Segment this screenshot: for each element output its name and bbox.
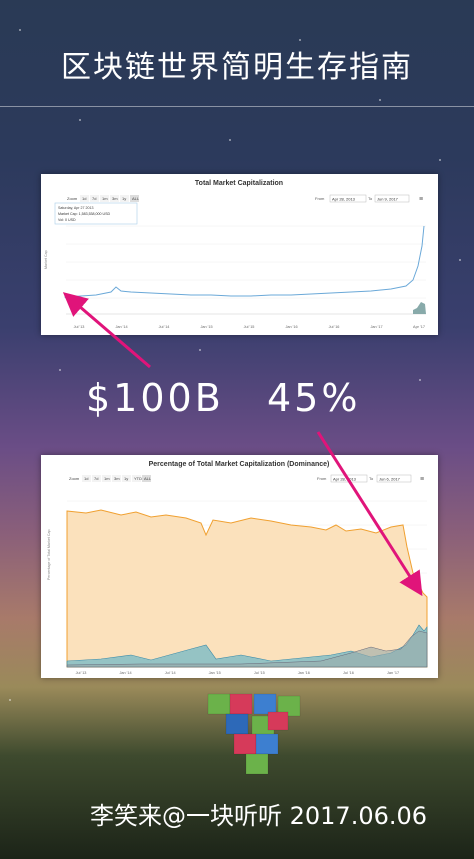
chart1-to-date: Jun 9, 2017 — [377, 197, 399, 202]
chart1-gridlines — [66, 225, 426, 299]
chart2-menu-icon[interactable]: ≡ — [420, 476, 424, 483]
x-tick-label: Jul '14 — [159, 325, 170, 329]
chart1-xaxis-ticks: Jul '13 Jan '14 Jul '14 Jan '15 Jul '15 Jan '… — [74, 325, 425, 329]
zoom-button[interactable] — [122, 475, 131, 482]
chart1-ylabel: Market Cap — [44, 250, 48, 269]
zoom-option[interactable]: 7d — [92, 196, 96, 201]
zoom-option[interactable]: 1y — [124, 476, 128, 481]
zoom-option[interactable]: 1d — [82, 196, 86, 201]
chart1-zoom-buttons[interactable]: Zoom 1d 7d 1m 3m 1y ALL — [67, 195, 140, 202]
chart1-market-cap-line — [65, 225, 425, 298]
chart2-zoom-buttons[interactable]: Zoom 1d 7d 1m 3m 1y YTD ALL — [69, 475, 152, 482]
chart1-from-date: Apr 28, 2013 — [332, 197, 356, 202]
chart1-to-label: To — [368, 196, 373, 201]
author-credit: 李笑来@一块听听 2017.06.06 — [90, 802, 428, 830]
x-tick-label: Jul '14 — [165, 671, 176, 675]
dominance-chart: Percentage of Total Market Capitalizatio… — [41, 455, 438, 678]
zoom-label: Zoom — [69, 476, 80, 481]
zoom-button[interactable] — [120, 195, 129, 202]
chart1-tooltip: Saturday, Apr 27 2013 Market Cap: 1,583,… — [54, 202, 138, 225]
zoom-button[interactable] — [90, 195, 99, 202]
zoom-button[interactable] — [100, 195, 109, 202]
zoom-button[interactable] — [130, 195, 139, 202]
chart1-menu-icon[interactable]: ≡ — [419, 196, 423, 203]
x-tick-label: Jul '13 — [74, 325, 85, 329]
zoom-option[interactable]: 3m — [112, 196, 118, 201]
cube-logo-icon — [207, 693, 301, 775]
x-tick-label: Jan '14 — [115, 325, 127, 329]
chart2-svg: Percentage of Total Market Capitalizatio… — [47, 461, 428, 675]
chart2-from-date: Apr 28, 2013 — [333, 477, 357, 482]
x-tick-label: Jul '15 — [254, 671, 265, 675]
x-tick-label: Jul '16 — [343, 671, 354, 675]
chart2-to-date: Jun 6, 2017 — [379, 477, 401, 482]
zoom-option[interactable]: 1m — [102, 196, 108, 201]
zoom-button[interactable] — [112, 475, 121, 482]
chart2-to-label: To — [369, 476, 374, 481]
zoom-option[interactable]: 7d — [94, 476, 98, 481]
x-tick-label: Jan '16 — [298, 671, 310, 675]
zoom-option[interactable]: 3m — [114, 476, 120, 481]
zoom-option[interactable]: 1d — [84, 476, 88, 481]
zoom-option[interactable]: ALL — [144, 476, 152, 481]
zoom-option[interactable]: ALL — [132, 196, 140, 201]
zoom-button[interactable] — [142, 475, 151, 482]
zoom-option[interactable]: 1m — [104, 476, 110, 481]
chart2-xaxis-ticks: Jul '13 Jan '14 Jul '14 Jan '15 Jul '15 Jan '… — [76, 671, 399, 675]
chart2-altcoin-area-gray — [66, 630, 428, 668]
chart2-ylabel: Percentage of Total Market Cap — [47, 530, 51, 580]
chart1-title: Total Market Capitalization — [195, 180, 283, 187]
chart1-volume-bars — [401, 302, 426, 314]
chart1-svg: Total Market Capitalization Zoom 1d 7d 1m 3m… — [44, 180, 426, 329]
chart1-hover-point — [64, 295, 68, 299]
x-tick-label: Jan '14 — [120, 671, 132, 675]
x-tick-label: Jan '15 — [200, 325, 212, 329]
x-tick-label: Jan '17 — [387, 671, 399, 675]
zoom-label: Zoom — [67, 196, 78, 201]
zoom-button[interactable] — [92, 475, 101, 482]
chart1-from-label: From — [315, 196, 325, 201]
chart2-title: Percentage of Total Market Capitalizatio… — [149, 461, 330, 468]
chart2-from-label: From — [317, 476, 327, 481]
x-tick-label: Jan '15 — [209, 671, 221, 675]
chart2-dominance-area — [66, 509, 428, 668]
divider-line — [0, 106, 474, 107]
total-market-cap-chart: Total Market Capitalization Zoom 1d 7d 1m 3m… — [41, 174, 438, 335]
zoom-button[interactable] — [102, 475, 111, 482]
chart1-to-input[interactable] — [374, 194, 410, 203]
tooltip-market-cap: Market Cap: 1,583,538,000 USD — [58, 212, 111, 216]
zoom-button[interactable] — [110, 195, 119, 202]
market-cap-annotation: $100B — [86, 376, 224, 420]
zoom-option[interactable]: 1y — [122, 196, 126, 201]
zoom-button[interactable] — [132, 475, 141, 482]
tooltip-volume: Vol: 0 USD — [58, 218, 76, 222]
zoom-button[interactable] — [82, 475, 91, 482]
x-tick-label: Apr '17 — [413, 325, 425, 329]
page-title: 区块链世界简明生存指南 — [61, 50, 413, 85]
x-tick-label: Jan '17 — [370, 325, 382, 329]
tooltip-date: Saturday, Apr 27 2013 — [58, 206, 94, 210]
x-tick-label: Jan '16 — [285, 325, 297, 329]
dominance-annotation: 45% — [267, 376, 361, 420]
zoom-button[interactable] — [80, 195, 89, 202]
x-tick-label: Jul '16 — [329, 325, 340, 329]
x-tick-label: Jul '13 — [76, 671, 87, 675]
x-tick-label: Jul '15 — [244, 325, 255, 329]
zoom-option[interactable]: YTD — [134, 476, 142, 481]
chart1-from-input[interactable] — [329, 194, 367, 203]
